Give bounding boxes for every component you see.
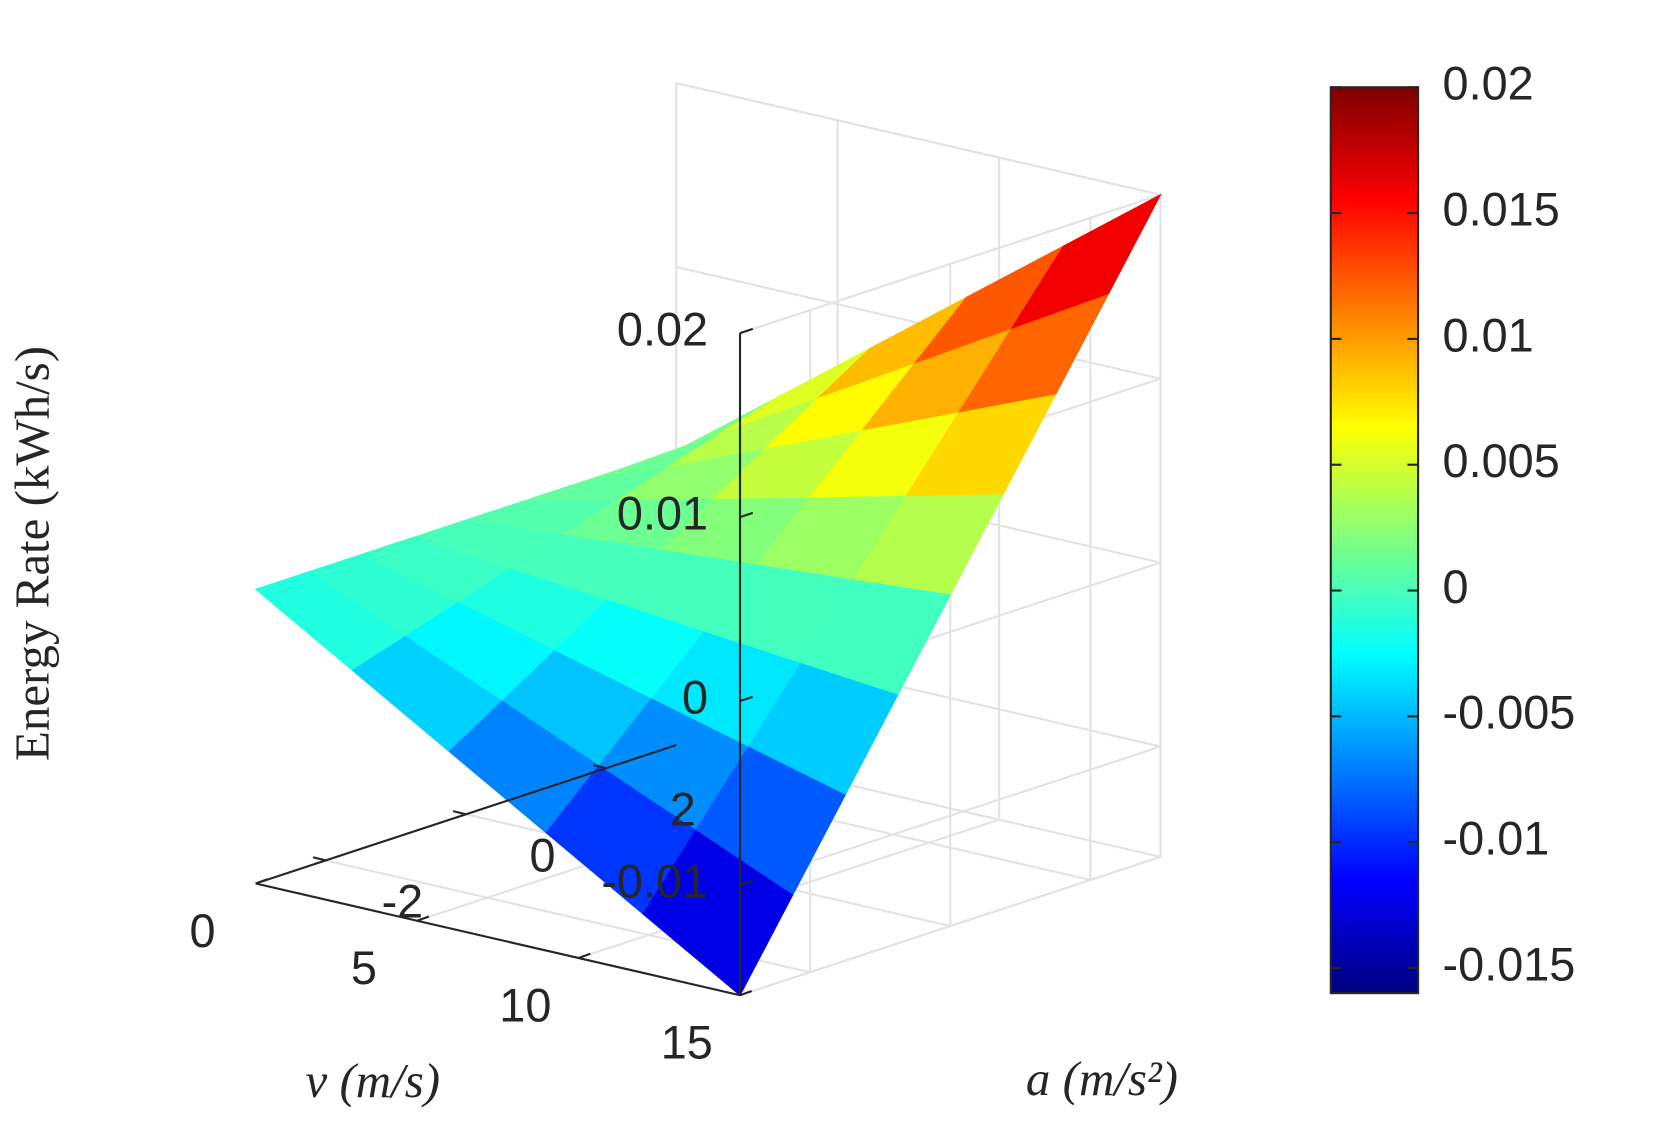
z-tick [739, 327, 754, 335]
x-tick-label: 5 [351, 942, 377, 994]
y-tick-label: 0 [530, 829, 556, 881]
z-tick [739, 695, 754, 703]
colorbar-tick-label: -0.015 [1443, 938, 1576, 990]
colorbar-tick-label: 0.005 [1443, 435, 1560, 487]
x-tick [416, 915, 430, 922]
grid-line [675, 81, 1161, 196]
z-tick [739, 879, 754, 886]
colorbar-tick-label: 0.02 [1443, 58, 1534, 110]
colorbar-tick-label: 0 [1443, 561, 1469, 613]
colorbar-tick-label: 0.01 [1443, 309, 1534, 361]
z-tick-label: 0.02 [617, 304, 708, 356]
x-axis-label: v (m/s) [305, 1053, 440, 1108]
y-tick-label: 2 [670, 783, 696, 835]
z-tick [739, 511, 754, 519]
y-axis-label: a (m/s²) [1026, 1051, 1178, 1106]
x-tick [578, 952, 591, 960]
surface-facet [642, 829, 794, 997]
colorbar [1329, 86, 1420, 995]
z-tick-label: 0.01 [617, 487, 708, 539]
axes: -0.01 0 0.01 0.02 0 5 10 15 -2 0 2 [189, 304, 754, 1069]
x-axis [255, 882, 741, 997]
x-tick-label: 15 [661, 1017, 713, 1069]
surface [254, 193, 1162, 997]
y-tick-label: -2 [382, 876, 424, 928]
colorbar-tick-label: 0.015 [1443, 183, 1560, 235]
y-tick [312, 856, 327, 862]
z-tick-label: -0.01 [601, 855, 708, 907]
z-axis-label: Energy Rate (kWh/s) [5, 346, 60, 761]
x-tick-label: 0 [189, 905, 215, 957]
y-tick [593, 763, 607, 770]
colorbar-tick-label: -0.005 [1443, 687, 1576, 739]
x-tick-label: 10 [499, 979, 551, 1031]
y-tick [452, 810, 467, 816]
z-tick-label: 0 [682, 671, 708, 723]
colorbar-tick-label: -0.01 [1443, 813, 1550, 865]
x-tick [739, 990, 753, 997]
x-tick [255, 878, 268, 885]
